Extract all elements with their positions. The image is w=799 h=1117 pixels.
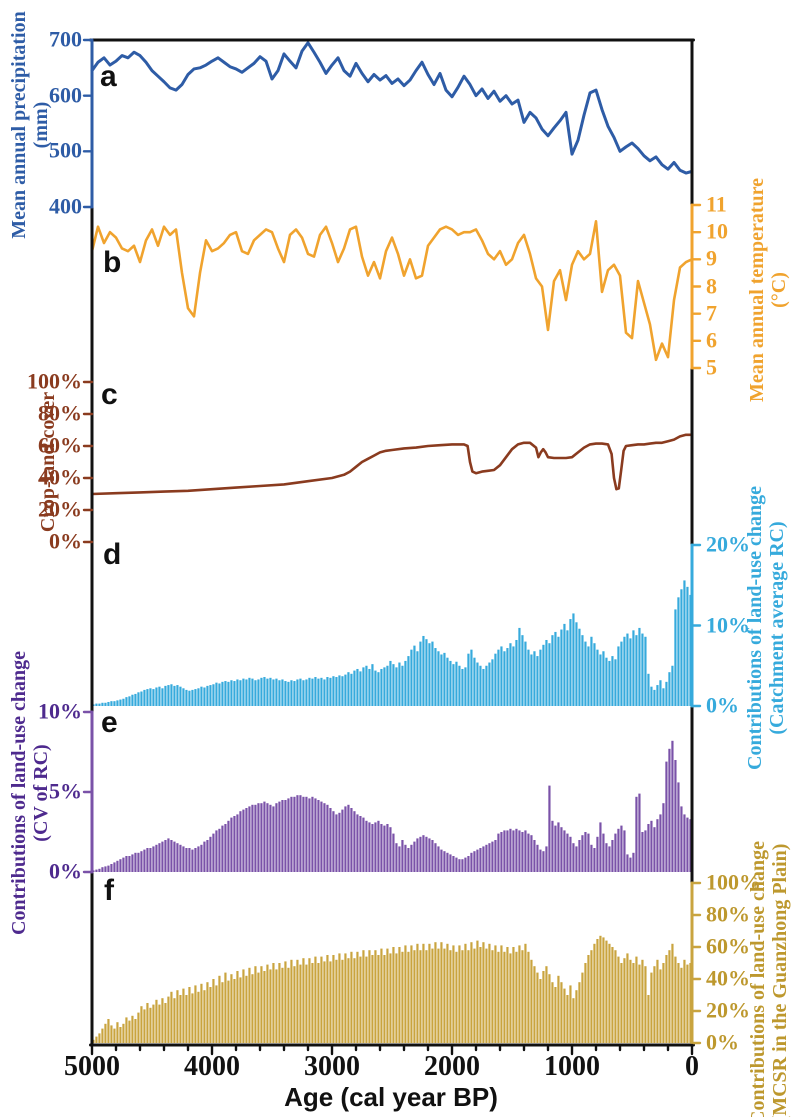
x-tick-label: 3000 bbox=[304, 1051, 360, 1082]
y-tick-label-f: 40% bbox=[706, 965, 750, 991]
y-tick-label-f: 20% bbox=[706, 997, 750, 1023]
y-tick-label-c: 40% bbox=[38, 464, 82, 490]
y-axis-title-cv-rc: Contributions of land-use change (CV of … bbox=[8, 651, 52, 935]
y-tick-label-d: 10% bbox=[706, 611, 750, 637]
axis-title-line: Contributions of land-use change bbox=[8, 651, 30, 935]
y-tick-label-a: 400 bbox=[49, 193, 82, 219]
y-tick-label-d: 0% bbox=[706, 692, 739, 718]
panel-label-b: b bbox=[103, 246, 122, 279]
y-tick-label-b: 10 bbox=[706, 218, 728, 244]
axis-title-line: (MCSR in the Guanzhong Plain) bbox=[769, 843, 791, 1117]
panel-label-f: f bbox=[104, 874, 114, 907]
y-tick-label-f: 60% bbox=[706, 933, 750, 959]
y-tick-label-b: 6 bbox=[706, 327, 717, 353]
y-tick-label-a: 500 bbox=[49, 137, 82, 163]
y-tick-label-b: 7 bbox=[706, 300, 717, 326]
y-tick-label-f: 100% bbox=[706, 869, 761, 895]
x-axis-title: Age (cal year BP) bbox=[284, 1082, 498, 1112]
axis-title-line: (°C) bbox=[768, 272, 790, 308]
y-tick-label-d: 20% bbox=[706, 531, 750, 557]
x-tick-label: 1000 bbox=[544, 1051, 600, 1082]
y-tick-label-c: 60% bbox=[38, 432, 82, 458]
panel-label-a: a bbox=[100, 60, 117, 93]
y-tick-label-f: 80% bbox=[706, 901, 750, 927]
x-tick-label: 4000 bbox=[184, 1051, 240, 1082]
axis-title-line: Mean annual precipitation bbox=[8, 11, 30, 239]
y-tick-label-c: 20% bbox=[38, 496, 82, 522]
y-tick-label-a: 600 bbox=[49, 82, 82, 108]
panel-label-e: e bbox=[101, 706, 118, 739]
y-tick-label-f: 0% bbox=[706, 1029, 739, 1055]
panel-label-c: c bbox=[101, 378, 118, 411]
y-tick-label-a: 700 bbox=[49, 26, 82, 52]
y-tick-label-c: 100% bbox=[27, 368, 82, 394]
x-tick-label: 0 bbox=[685, 1051, 699, 1082]
y-tick-label-c: 0% bbox=[49, 528, 82, 554]
y-axis-title-catchment-rc: Contributions of land-use change (Catchm… bbox=[744, 486, 788, 770]
x-tick-label: 2000 bbox=[424, 1051, 480, 1082]
y-tick-label-e: 0% bbox=[49, 858, 82, 884]
x-tick-label: 5000 bbox=[64, 1051, 120, 1082]
y-axis-title-precipitation: Mean annual precipitation (mm) bbox=[8, 11, 52, 238]
axis-title-line: Mean annual temperature bbox=[746, 177, 768, 403]
axis-title-line: (Catchment average RC) bbox=[766, 521, 788, 735]
y-tick-label-e: 10% bbox=[38, 698, 82, 724]
y-tick-label-c: 80% bbox=[38, 400, 82, 426]
panel-label-d: d bbox=[103, 538, 122, 571]
y-tick-label-b: 11 bbox=[706, 191, 727, 217]
y-tick-label-b: 5 bbox=[706, 354, 717, 380]
y-tick-label-b: 8 bbox=[706, 272, 717, 298]
y-tick-label-e: 5% bbox=[49, 778, 82, 804]
y-axis-title-temperature: Mean annual temperature (°C) bbox=[746, 178, 790, 402]
y-tick-label-b: 9 bbox=[706, 245, 717, 271]
